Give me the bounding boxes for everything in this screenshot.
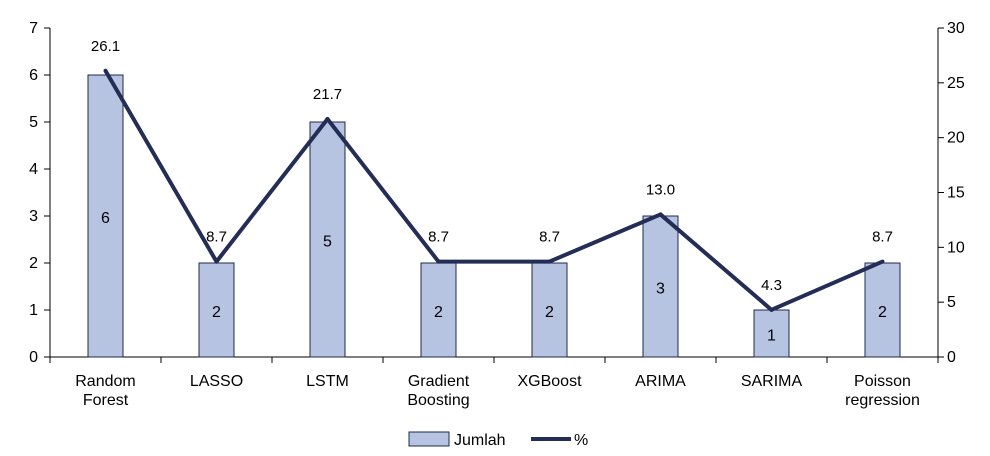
line-value-label: 8.7 — [206, 229, 227, 246]
right-tick-label: 15 — [947, 185, 965, 202]
right-tick-label: 0 — [947, 349, 956, 366]
category-label-line: Poisson — [854, 373, 911, 390]
bar-value-label: 6 — [101, 210, 110, 227]
bar — [198, 262, 235, 358]
line-point — [214, 259, 219, 264]
left-tick-label: 3 — [29, 208, 38, 225]
category-label-line: Random — [75, 373, 135, 390]
bar-series-jumlah: 6 2 5 2 2 3 1 2 — [87, 74, 901, 358]
bar — [420, 262, 457, 358]
left-tick-label: 0 — [29, 349, 38, 366]
line-value-label: 8.7 — [539, 229, 560, 246]
right-y-axis: 0 5 10 15 20 25 30 — [937, 20, 965, 366]
line-point — [880, 259, 885, 264]
line-value-label: 8.7 — [428, 229, 449, 246]
category-label-line: XGBoost — [517, 373, 582, 390]
bar — [309, 121, 346, 358]
left-tick-label: 4 — [29, 161, 38, 178]
bar-value-label: 2 — [878, 304, 887, 321]
bar — [531, 262, 568, 358]
line-point — [658, 212, 663, 217]
legend-swatch-jumlah — [408, 431, 450, 447]
right-tick-label: 20 — [947, 130, 965, 147]
category-label-line: ARIMA — [635, 373, 686, 390]
category-label: LSTM — [306, 373, 349, 390]
right-tick-label: 10 — [947, 239, 965, 256]
line-value-label: 8.7 — [872, 229, 893, 246]
category-label: LASSO — [190, 373, 243, 390]
legend-label-jumlah: Jumlah — [454, 432, 506, 449]
bar — [864, 262, 901, 358]
bar-value-label: 2 — [545, 304, 554, 321]
left-tick-label: 1 — [29, 302, 38, 319]
left-tick-label: 5 — [29, 114, 38, 131]
x-axis: Random Forest LASSO LSTM Gradient Boosting XGB… — [49, 356, 939, 409]
bar-value-label: 3 — [656, 281, 665, 298]
line-point — [547, 259, 552, 264]
category-label: SARIMA — [741, 373, 803, 390]
category-label: XGBoost — [517, 373, 582, 390]
bar-value-label: 2 — [212, 304, 221, 321]
percent-line — [103, 69, 884, 312]
left-y-axis: 0 1 2 3 4 5 6 7 — [29, 20, 51, 366]
bar — [642, 215, 679, 358]
category-label-line: regression — [845, 392, 920, 409]
category-label-line: Boosting — [407, 392, 469, 409]
category-label-line: SARIMA — [741, 373, 803, 390]
bar-value-label: 1 — [767, 328, 776, 345]
left-tick-label: 7 — [29, 20, 38, 37]
bar — [87, 74, 124, 358]
line-point — [436, 259, 441, 264]
line-value-label: 21.7 — [313, 86, 342, 103]
legend: Jumlah % — [408, 431, 588, 449]
line-point — [325, 117, 330, 122]
line-value-label: 26.1 — [91, 38, 120, 55]
legend-label-percent: % — [574, 432, 588, 449]
line-series-percent: 26.1 8.7 21.7 8.7 8.7 13.0 4.3 8.7 — [91, 38, 893, 312]
category-label: Random Forest — [75, 373, 135, 409]
left-tick-label: 2 — [29, 255, 38, 272]
category-label: Gradient Boosting — [407, 373, 469, 409]
right-tick-label: 30 — [947, 20, 965, 37]
bar-value-label: 2 — [434, 304, 443, 321]
category-label: Poisson regression — [845, 373, 920, 409]
right-tick-label: 5 — [947, 294, 956, 311]
right-tick-label: 25 — [947, 75, 965, 92]
line-point — [103, 68, 108, 73]
line-value-label: 13.0 — [646, 181, 675, 198]
category-label: ARIMA — [635, 373, 686, 390]
category-label-line: Gradient — [408, 373, 470, 390]
category-label-line: LSTM — [306, 373, 349, 390]
bar-value-label: 5 — [323, 234, 332, 251]
category-label-line: LASSO — [190, 373, 243, 390]
line-value-label: 4.3 — [761, 277, 782, 294]
line-point — [769, 307, 774, 312]
bar — [753, 309, 790, 358]
category-label-line: Forest — [83, 392, 129, 409]
left-tick-label: 6 — [29, 67, 38, 84]
